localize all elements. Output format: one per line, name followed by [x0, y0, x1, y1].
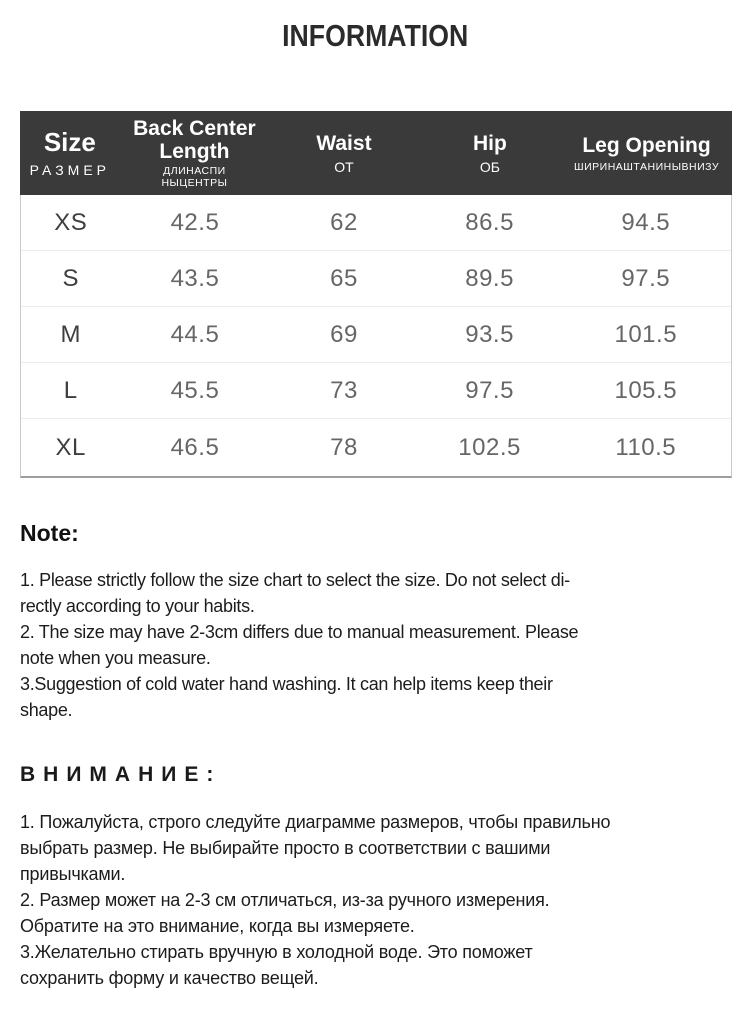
size-cell: S — [62, 264, 79, 292]
page-title: INFORMATION — [0, 18, 750, 54]
header-back-center-length-en: Back Center Length — [133, 117, 256, 163]
value-cell-waist: 62 — [330, 208, 358, 236]
value-cell-back-center-length: 45.5 — [170, 376, 220, 404]
value-cell-leg-opening: 94.5 — [621, 208, 671, 236]
value-cell-hip: 86.5 — [465, 208, 514, 236]
header-hip-ru: ОБ — [479, 158, 500, 175]
header-cell-size: Size РАЗМЕР — [20, 111, 120, 195]
header-cell-back-center-length: Back Center Length ДЛИНАСПИ НЫЦЕНТРЫ — [120, 111, 270, 195]
attention-heading: ВНИМАНИЕ: — [20, 763, 222, 786]
value-cell-leg-opening: 110.5 — [615, 433, 677, 461]
value-cell-leg-opening: 97.5 — [621, 264, 671, 292]
value-cell-back-center-length: 43.5 — [170, 264, 220, 292]
value-cell-back-center-length: 42.5 — [170, 208, 220, 236]
table-row-l: L 45.5 73 97.5 105.5 — [21, 363, 731, 419]
table-row-xl: XL 46.5 78 102.5 110.5 — [21, 419, 731, 476]
header-leg-opening-ru: ШИРИНАШТАНИНЫВНИЗУ — [574, 160, 720, 173]
header-cell-waist: Waist ОТ — [269, 111, 419, 195]
header-hip-en: Hip — [472, 131, 507, 155]
value-cell-waist: 69 — [330, 320, 358, 348]
value-cell-waist: 78 — [330, 433, 358, 461]
header-cell-leg-opening: Leg Opening ШИРИНАШТАНИНЫВНИЗУ — [561, 111, 732, 195]
note-heading: Note: — [20, 520, 79, 546]
value-cell-back-center-length: 44.5 — [170, 320, 220, 348]
header-waist-en: Waist — [316, 131, 372, 155]
size-cell: XL — [55, 433, 86, 461]
value-cell-hip: 97.5 — [465, 376, 514, 404]
header-back-center-length-ru: ДЛИНАСПИ НЫЦЕНТРЫ — [161, 165, 228, 189]
size-cell: XS — [54, 208, 88, 236]
size-cell: M — [60, 320, 81, 348]
value-cell-hip: 102.5 — [458, 433, 521, 461]
header-waist-ru: ОТ — [334, 158, 354, 175]
header-size-ru: РАЗМЕР — [29, 162, 111, 178]
value-cell-leg-opening: 101.5 — [614, 320, 678, 348]
note-body-text: 1. Please strictly follow the size chart… — [20, 570, 579, 720]
value-cell-hip: 89.5 — [465, 264, 514, 292]
note-section: Note: 1. Please strictly follow the size… — [20, 520, 730, 723]
header-leg-opening-en: Leg Opening — [582, 133, 711, 157]
attention-section: ВНИМАНИЕ: 1. Пожалуйста, строго следуйте… — [20, 763, 730, 991]
value-cell-leg-opening: 105.5 — [614, 376, 678, 404]
size-info-page: INFORMATION Size РАЗМЕР Back Center Leng… — [0, 18, 750, 991]
value-cell-waist: 65 — [330, 264, 358, 292]
header-cell-hip: Hip ОБ — [419, 111, 561, 195]
value-cell-back-center-length: 46.5 — [170, 433, 220, 461]
value-cell-hip: 93.5 — [465, 320, 514, 348]
value-cell-waist: 73 — [330, 376, 358, 404]
table-row-s: S 43.5 65 89.5 97.5 — [21, 251, 731, 307]
table-row-m: M 44.5 69 93.5 101.5 — [21, 307, 731, 363]
table-header-row: Size РАЗМЕР Back Center Length ДЛИНАСПИ … — [20, 111, 732, 195]
table-body: XS 42.5 62 86.5 94.5 S 43.5 65 89.5 97.5… — [20, 195, 732, 478]
size-chart-table: Size РАЗМЕР Back Center Length ДЛИНАСПИ … — [20, 111, 732, 478]
attention-body-text: 1. Пожалуйста, строго следуйте диаграмме… — [20, 812, 611, 988]
header-size-en: Size — [43, 127, 96, 157]
table-row-xs: XS 42.5 62 86.5 94.5 — [21, 195, 731, 251]
size-cell: L — [63, 376, 78, 404]
page-title-text: INFORMATION — [281, 18, 469, 53]
